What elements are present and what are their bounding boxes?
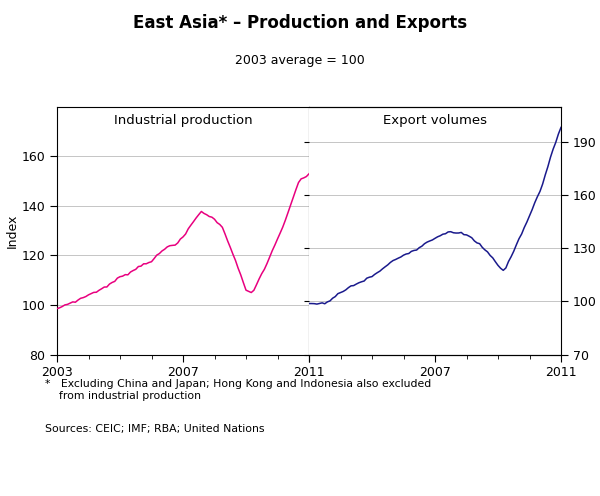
Text: Industrial production: Industrial production	[113, 114, 253, 127]
Text: Sources: CEIC; IMF; RBA; United Nations: Sources: CEIC; IMF; RBA; United Nations	[45, 424, 265, 434]
Text: *   Excluding China and Japan; Hong Kong and Indonesia also excluded
    from in: * Excluding China and Japan; Hong Kong a…	[45, 379, 431, 401]
Text: 2003 average = 100: 2003 average = 100	[235, 54, 365, 67]
Y-axis label: Index: Index	[5, 213, 19, 248]
Text: Export volumes: Export volumes	[383, 114, 487, 127]
Text: East Asia* – Production and Exports: East Asia* – Production and Exports	[133, 14, 467, 32]
